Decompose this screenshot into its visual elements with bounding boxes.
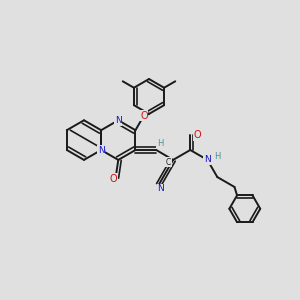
Text: C: C [166,158,171,167]
Text: N: N [204,155,211,164]
Text: O: O [110,174,118,184]
Text: H: H [214,152,220,161]
Text: H: H [157,139,164,148]
Text: O: O [140,111,148,121]
Text: N: N [115,116,122,125]
Text: N: N [98,146,104,154]
Text: N: N [157,184,164,193]
Text: O: O [194,130,201,140]
